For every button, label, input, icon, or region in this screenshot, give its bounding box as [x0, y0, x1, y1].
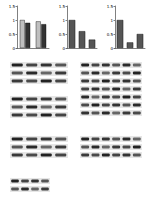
svg-text:0: 0: [62, 46, 65, 51]
svg-text:1.5: 1.5: [59, 4, 66, 9]
svg-text:1: 1: [110, 18, 113, 23]
svg-text:0.5: 0.5: [9, 32, 16, 37]
svg-text:0: 0: [110, 46, 113, 51]
svg-text:0.5: 0.5: [107, 32, 114, 37]
svg-text:0.5: 0.5: [59, 32, 66, 37]
svg-text:0: 0: [12, 46, 15, 51]
svg-text:1: 1: [12, 18, 15, 23]
svg-text:1: 1: [62, 18, 65, 23]
svg-text:1.5: 1.5: [9, 4, 16, 9]
svg-text:1.5: 1.5: [107, 4, 114, 9]
